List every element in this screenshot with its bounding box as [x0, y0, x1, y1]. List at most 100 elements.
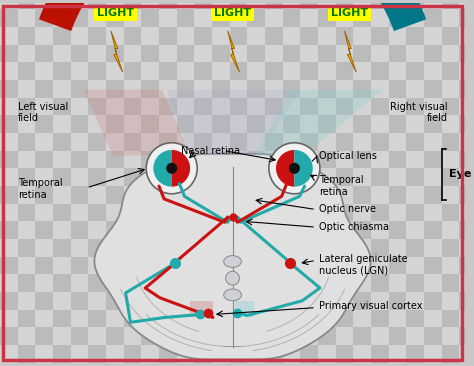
Bar — [141, 27, 159, 45]
Bar — [247, 80, 265, 98]
Bar — [177, 9, 194, 27]
Bar — [389, 45, 406, 62]
Bar — [194, 9, 212, 27]
Bar — [106, 62, 124, 80]
Bar — [36, 45, 53, 62]
Bar — [194, 27, 212, 45]
Text: Lateral geniculate
nucleus (LGN): Lateral geniculate nucleus (LGN) — [319, 254, 408, 275]
Bar — [194, 0, 212, 9]
Bar — [247, 62, 265, 80]
Bar — [141, 327, 159, 345]
Bar — [141, 62, 159, 80]
Bar — [371, 9, 389, 27]
Bar — [283, 115, 300, 133]
Polygon shape — [255, 90, 383, 156]
Bar — [371, 62, 389, 80]
Circle shape — [289, 163, 300, 174]
Bar — [229, 327, 247, 345]
Bar — [88, 186, 106, 203]
Bar — [424, 80, 442, 98]
Bar — [442, 98, 459, 115]
Bar — [336, 62, 353, 80]
Bar — [265, 186, 283, 203]
Bar — [36, 239, 53, 257]
Bar — [459, 292, 474, 310]
Circle shape — [146, 143, 197, 194]
Bar — [18, 239, 36, 257]
Text: Optic chiasma: Optic chiasma — [319, 222, 389, 232]
Bar — [124, 98, 141, 115]
Bar — [300, 310, 318, 327]
Bar — [283, 310, 300, 327]
Bar — [229, 115, 247, 133]
Bar — [53, 168, 71, 186]
Bar — [353, 274, 371, 292]
Bar — [300, 151, 318, 168]
Bar — [212, 345, 229, 363]
Bar — [229, 133, 247, 151]
Bar — [159, 203, 177, 221]
Bar — [318, 62, 336, 80]
Bar — [406, 221, 424, 239]
Bar — [36, 327, 53, 345]
Bar — [283, 45, 300, 62]
Wedge shape — [154, 150, 172, 187]
Bar — [442, 62, 459, 80]
Bar — [88, 274, 106, 292]
Bar — [424, 133, 442, 151]
Bar — [0, 45, 18, 62]
Bar — [194, 345, 212, 363]
Bar — [283, 203, 300, 221]
Bar — [265, 62, 283, 80]
Bar — [124, 133, 141, 151]
Bar — [247, 0, 265, 9]
Bar — [212, 292, 229, 310]
Bar — [389, 239, 406, 257]
Bar — [71, 292, 88, 310]
Bar — [459, 98, 474, 115]
Bar — [106, 45, 124, 62]
Bar — [300, 80, 318, 98]
Bar — [106, 221, 124, 239]
Bar — [424, 115, 442, 133]
Bar — [353, 186, 371, 203]
Bar — [318, 27, 336, 45]
Bar — [300, 133, 318, 151]
Bar — [229, 168, 247, 186]
Bar — [247, 327, 265, 345]
Bar — [406, 151, 424, 168]
Bar — [53, 257, 71, 274]
Bar — [71, 327, 88, 345]
Circle shape — [150, 147, 193, 190]
Bar — [424, 345, 442, 363]
Bar — [459, 151, 474, 168]
Bar — [353, 292, 371, 310]
Bar — [353, 98, 371, 115]
Bar — [442, 115, 459, 133]
Bar — [212, 0, 229, 9]
Bar — [124, 115, 141, 133]
Bar — [459, 310, 474, 327]
Bar — [229, 9, 247, 27]
Bar — [406, 27, 424, 45]
Bar — [283, 151, 300, 168]
Bar — [0, 62, 18, 80]
Bar — [124, 327, 141, 345]
Bar — [159, 221, 177, 239]
Bar — [353, 345, 371, 363]
Bar — [389, 98, 406, 115]
Bar — [18, 310, 36, 327]
Bar — [283, 239, 300, 257]
Bar — [229, 221, 247, 239]
Bar — [212, 27, 229, 45]
Bar — [353, 327, 371, 345]
Bar — [53, 292, 71, 310]
Bar — [88, 45, 106, 62]
Polygon shape — [167, 90, 299, 156]
Bar — [336, 186, 353, 203]
Bar — [459, 62, 474, 80]
Text: Nasal retina: Nasal retina — [182, 146, 240, 156]
Bar — [406, 327, 424, 345]
Bar — [71, 80, 88, 98]
Bar — [283, 0, 300, 9]
